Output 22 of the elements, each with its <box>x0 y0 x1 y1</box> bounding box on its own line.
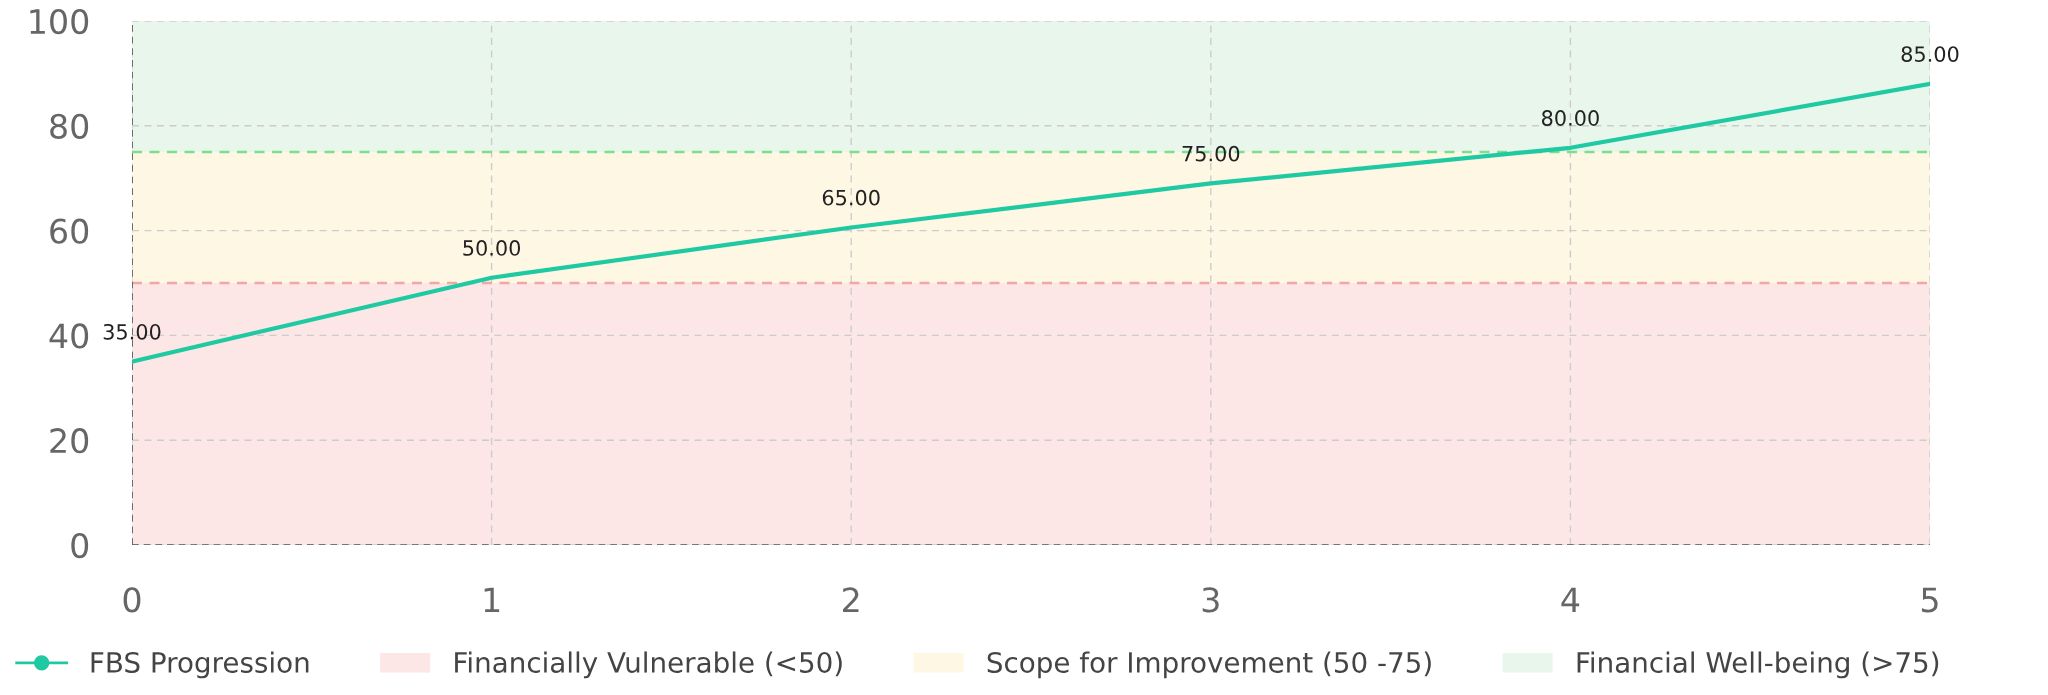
y-tick-label: 100 <box>30 8 89 35</box>
annotation: 75.00 <box>1182 145 1240 162</box>
y-tick-label: 40 <box>49 323 89 349</box>
legend-label: Financially Vulnerable (<50) <box>455 651 842 679</box>
x-tick-label: 1 <box>484 587 500 612</box>
x-tick-label: 5 <box>1921 587 1938 613</box>
annotation: 35.00 <box>103 323 161 340</box>
y-tick-label: 20 <box>50 428 89 454</box>
annotation: 80.00 <box>1541 110 1599 126</box>
y-tick-label: 80 <box>50 113 89 139</box>
x-tick-label: 3 <box>1202 587 1219 613</box>
y-tick-label: 0 <box>71 532 89 559</box>
legend-label: FBS Progression <box>91 651 309 679</box>
legend-label: Scope for Improvement (50 -75) <box>987 651 1431 679</box>
x-tick-label: 0 <box>123 587 141 613</box>
x-tick-label: 4 <box>1561 587 1580 612</box>
y-tick-label: 60 <box>50 218 89 244</box>
x-tick-label: 2 <box>843 587 859 612</box>
annotation: 65.00 <box>822 189 880 206</box>
legend-label: Financial Well-being (>75) <box>1577 651 1939 679</box>
annotation: 50.00 <box>463 240 521 256</box>
annotation: 85.00 <box>1901 46 1959 62</box>
